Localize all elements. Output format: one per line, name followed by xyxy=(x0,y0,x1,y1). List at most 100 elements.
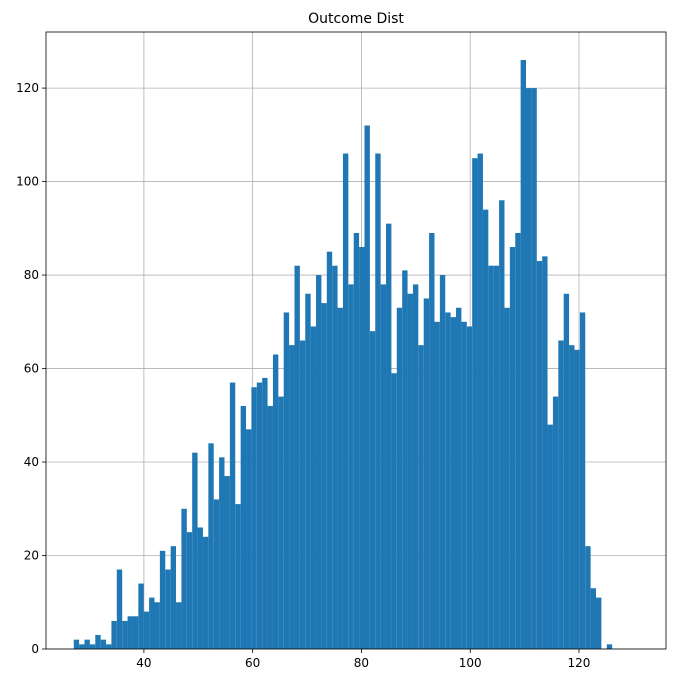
x-tick-label: 80 xyxy=(354,656,369,670)
histogram-bar xyxy=(278,396,284,649)
histogram-bar xyxy=(547,424,553,649)
histogram-bar xyxy=(116,569,123,649)
histogram-bar xyxy=(192,452,198,649)
histogram-bar xyxy=(305,293,311,649)
x-tick-label: 100 xyxy=(459,656,482,670)
histogram-bar xyxy=(353,232,360,649)
histogram-bar xyxy=(89,644,96,649)
histogram-bar xyxy=(100,639,107,649)
histogram-bar xyxy=(439,275,446,649)
axes-frame xyxy=(45,31,667,650)
histogram-bar xyxy=(418,345,424,649)
histogram-bar xyxy=(450,317,457,649)
histogram-bar xyxy=(149,597,155,649)
histogram-bar xyxy=(606,644,613,649)
histogram-bar xyxy=(332,265,338,649)
histogram-bar xyxy=(73,639,80,649)
y-tick-label: 120 xyxy=(16,81,39,95)
histogram-bar xyxy=(375,153,381,649)
histogram-bar xyxy=(574,349,580,649)
histogram-bar xyxy=(429,232,435,649)
y-tick-label: 40 xyxy=(24,455,39,469)
histogram-bar xyxy=(267,405,273,649)
histogram-bar xyxy=(596,597,602,649)
histogram-bar xyxy=(493,265,500,649)
histogram-bar xyxy=(342,153,349,649)
histogram-bar xyxy=(159,550,166,649)
histogram-bar xyxy=(224,476,230,649)
histogram-bar xyxy=(154,602,160,649)
histogram-bar xyxy=(504,307,510,649)
histogram-bar xyxy=(386,223,392,650)
y-tick-label: 0 xyxy=(31,642,39,656)
histogram-bar xyxy=(138,583,144,649)
histogram-bar xyxy=(289,345,295,649)
histogram-bar xyxy=(536,261,543,649)
histogram-bar xyxy=(402,270,408,649)
histogram-bar xyxy=(326,251,333,649)
histogram-bar xyxy=(423,298,430,649)
histogram-bar xyxy=(531,88,537,649)
histogram-bar xyxy=(558,340,564,649)
histogram-bar xyxy=(488,265,494,649)
histogram-bar xyxy=(165,569,171,649)
histogram-bar xyxy=(272,354,279,649)
histogram-bar xyxy=(412,284,419,649)
histogram-bar xyxy=(229,382,236,649)
histogram-bar xyxy=(563,293,570,649)
histogram-bar xyxy=(585,546,591,649)
histogram-bar xyxy=(509,247,516,650)
histogram-bar xyxy=(111,620,117,649)
histogram-bar xyxy=(283,312,290,649)
histogram-bar xyxy=(434,321,440,649)
histogram-bar xyxy=(310,326,317,649)
histogram-bar xyxy=(391,373,397,649)
y-tick-label: 100 xyxy=(16,175,39,189)
histogram-bar xyxy=(461,321,467,649)
histogram-bar xyxy=(251,387,257,649)
histogram-bar xyxy=(542,256,548,649)
histogram-bar xyxy=(186,532,193,649)
histogram-bar xyxy=(208,443,214,649)
histogram-bar xyxy=(359,247,365,650)
histogram-bar xyxy=(213,499,220,649)
y-tick-label: 60 xyxy=(24,362,39,376)
histogram-bar xyxy=(122,620,128,649)
histogram-bar xyxy=(321,303,327,649)
histogram-bar xyxy=(235,504,241,649)
histogram-bar xyxy=(499,200,505,650)
histogram-bar xyxy=(456,307,462,649)
histogram-bar xyxy=(364,125,370,649)
histogram-bar xyxy=(407,293,413,649)
x-tick-label: 60 xyxy=(245,656,260,670)
histogram-bar xyxy=(316,275,322,649)
histogram-bar xyxy=(262,377,268,649)
histogram-bar xyxy=(526,88,532,649)
histogram-bar xyxy=(472,158,478,650)
histogram-bar xyxy=(579,312,586,649)
histogram-bar xyxy=(299,340,306,649)
histogram-bar xyxy=(79,644,85,649)
histogram-bar xyxy=(590,588,597,649)
x-tick-label: 120 xyxy=(568,656,591,670)
histogram-bar xyxy=(520,60,527,649)
histogram-bar xyxy=(369,331,376,649)
histogram-bar xyxy=(337,307,343,649)
histogram-bar xyxy=(132,616,139,649)
histogram-bar xyxy=(84,639,90,649)
histogram-bar xyxy=(482,209,489,649)
histogram-bar xyxy=(515,232,521,649)
histogram-bar xyxy=(202,536,209,649)
histogram-bar xyxy=(256,382,263,649)
histogram-bar xyxy=(380,284,387,649)
histogram-bar xyxy=(181,508,187,649)
histogram-bar xyxy=(477,153,483,649)
histogram-bar xyxy=(240,405,247,649)
histogram-bar xyxy=(396,307,403,649)
histogram-bar xyxy=(176,602,182,649)
histogram-bar xyxy=(552,396,559,649)
y-tick-label: 20 xyxy=(24,549,39,563)
histogram-bar xyxy=(246,429,252,649)
axis-ticks: 40 60 80 100 120 0 20 40 60 80 100 120 xyxy=(16,81,590,670)
